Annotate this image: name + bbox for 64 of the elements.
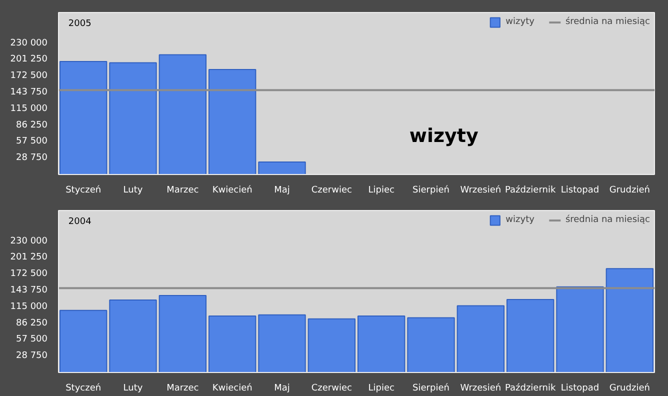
y-tick-label: 86 250 xyxy=(16,120,48,130)
x-tick-label: Sierpień xyxy=(412,184,450,196)
bar xyxy=(556,286,604,372)
x-tick-label: Listopad xyxy=(560,186,600,196)
y-tick-label: 115 000 xyxy=(10,104,48,114)
bar xyxy=(258,161,306,174)
x-tick-label: Grudzień xyxy=(609,184,650,196)
legend-label: średnia na miesiąc xyxy=(565,215,650,225)
bar xyxy=(606,268,654,372)
bar xyxy=(109,62,157,174)
x-tick-label: Kwiecień xyxy=(212,184,252,196)
x-tick-label: Październik xyxy=(504,184,556,196)
y-tick-label: 57 500 xyxy=(16,334,48,345)
annotation: wizyty xyxy=(409,124,480,147)
x-tick-label: Sierpień xyxy=(412,382,450,394)
bar xyxy=(407,317,455,372)
bar xyxy=(158,294,207,372)
bar xyxy=(258,314,306,372)
legend-label: wizyty xyxy=(506,215,534,225)
x-tick-label: Marzec xyxy=(166,384,199,394)
y-tick-label: 201 250 xyxy=(10,54,48,65)
y-tick-label: 57 500 xyxy=(16,136,48,147)
legend-label: średnia na miesiąc xyxy=(565,17,650,27)
y-tick-label: 28 750 xyxy=(16,351,48,362)
bar xyxy=(506,298,554,372)
x-tick-label: Kwiecień xyxy=(212,382,252,394)
legend-label: wizyty xyxy=(506,17,534,27)
bar xyxy=(59,61,108,174)
x-tick-label: Wrzesień xyxy=(460,382,502,394)
x-tick-label: Czerwiec xyxy=(311,186,352,196)
bar xyxy=(357,316,406,372)
bar xyxy=(59,310,108,372)
x-tick-label: Wrzesień xyxy=(460,184,502,196)
bar xyxy=(456,305,505,372)
y-tick-label: 143 750 xyxy=(10,88,48,98)
x-tick-label: Styczeń xyxy=(66,382,102,394)
x-tick-label: Luty xyxy=(123,384,144,394)
x-tick-label: Czerwiec xyxy=(311,384,352,394)
bar xyxy=(158,54,207,174)
y-tick-label: 115 000 xyxy=(10,302,48,312)
x-tick-label: Lipiec xyxy=(368,384,394,394)
y-tick-label: 230 000 xyxy=(10,236,48,246)
y-tick-label: 172 500 xyxy=(10,269,48,280)
x-tick-label: Luty xyxy=(123,186,144,196)
bar xyxy=(208,69,256,174)
y-tick-label: 143 750 xyxy=(10,286,48,296)
x-tick-label: Grudzień xyxy=(609,382,650,394)
x-tick-label: Maj xyxy=(274,384,290,394)
y-tick-label: 201 250 xyxy=(10,252,48,263)
x-tick-label: Maj xyxy=(274,186,290,196)
x-tick-label: Listopad xyxy=(560,384,600,394)
x-tick-label: Październik xyxy=(504,382,556,394)
text: 2004 xyxy=(68,216,92,227)
bar xyxy=(109,300,157,372)
bar xyxy=(208,316,256,372)
x-tick-label: Lipiec xyxy=(368,186,394,196)
text: 2005 xyxy=(68,18,92,29)
y-tick-label: 230 000 xyxy=(10,38,48,48)
x-tick-label: Styczeń xyxy=(66,184,102,196)
y-tick-label: 28 750 xyxy=(16,153,48,164)
y-tick-label: 86 250 xyxy=(16,318,48,328)
bar xyxy=(308,318,356,372)
y-tick-label: 172 500 xyxy=(10,71,48,82)
x-tick-label: Marzec xyxy=(166,186,199,196)
